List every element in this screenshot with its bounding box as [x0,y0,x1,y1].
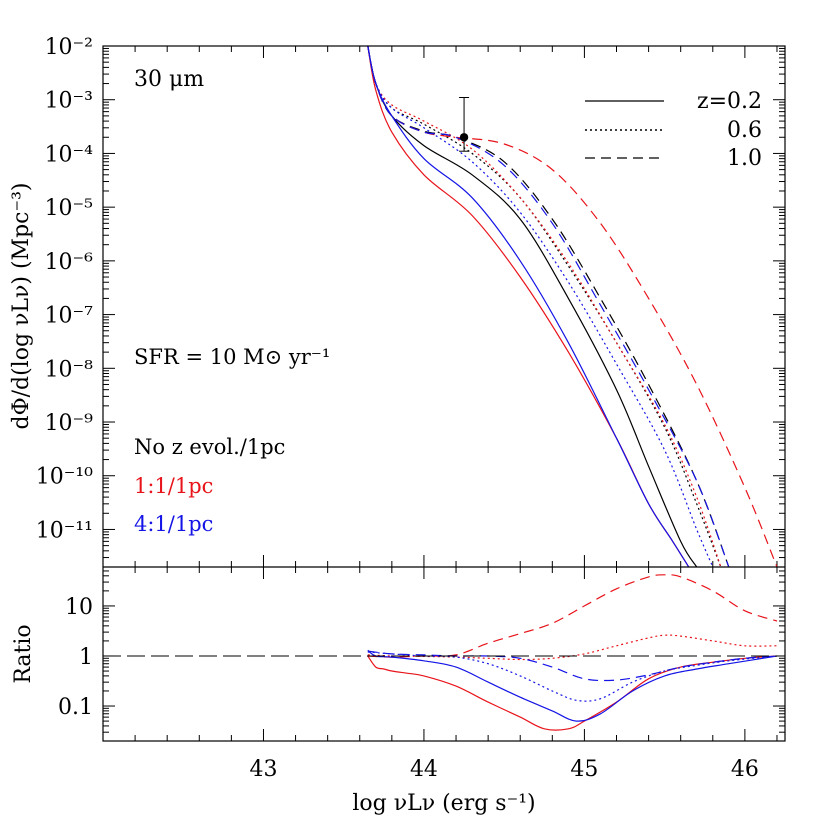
lf-curve-red-z10 [367,46,778,567]
lf-curve-black-z06 [367,46,722,567]
top-y-tick-label: 10⁻¹¹ [36,518,93,543]
legend: z=0.2 0.6 1.0 [585,89,762,171]
ratio-curve-blue-z06 [367,651,778,702]
sfr-annotation: SFR = 10 M⊙ yr⁻¹ [134,345,330,369]
legend-label-z02: z=0.2 [697,89,762,114]
x-tick-label: 44 [410,757,438,782]
x-axis-label: log νLν (erg s⁻¹) [352,791,535,816]
top-y-tick-label: 10⁻⁶ [45,250,94,275]
lf-curve-red-z06 [367,46,722,567]
data-point-error-bar [459,96,470,152]
top-y-tick-label: 10⁻⁷ [45,304,94,329]
bottom-panel-ticks [102,566,785,742]
top-y-tick-label: 10⁻² [45,35,93,60]
plot-frame [102,45,786,742]
top-panel-curves [367,46,778,567]
data-point-marker [459,133,469,142]
band-annotation: 30 μm [134,67,204,92]
model-label-black: No z evol./1pc [134,435,285,459]
top-y-tick-labels: 10⁻² 10⁻³ 10⁻⁴ 10⁻⁵ 10⁻⁶ 10⁻⁷ 10⁻⁸ 10⁻⁹ 10⁻¹⁰ 10⁻… [36,35,93,543]
model-label-red: 1:1/1pc [134,474,213,498]
top-y-tick-label: 10⁻⁴ [45,142,94,167]
lf-curve-black-z02 [367,46,698,567]
lf-curve-blue-z10 [367,46,730,567]
top-y-axis-label: dΦ/d(log νLν) (Mpc⁻³) [9,182,34,429]
lf-curve-blue-z02 [367,46,690,567]
ratio-curve-blue-z02 [367,649,778,722]
top-panel-ticks [102,45,785,568]
bottom-panel-curves [367,574,778,731]
bottom-y-tick-label: 10 [65,595,93,620]
model-label-blue: 4:1/1pc [134,512,213,536]
x-tick-label: 43 [249,757,277,782]
bottom-y-tick-labels: 10 1 0.1 [58,595,93,720]
top-y-tick-label: 10⁻³ [45,89,93,114]
x-tick-label: 46 [731,757,759,782]
bottom-y-axis-label: Ratio [11,624,36,683]
ratio-curve-red-z02 [367,655,778,731]
legend-label-z10: 1.0 [727,146,762,171]
legend-label-z06: 0.6 [727,118,762,143]
top-y-tick-label: 10⁻¹⁰ [36,465,93,490]
ratio-curve-red-z10 [367,574,778,658]
bottom-y-tick-label: 0.1 [58,695,93,720]
bottom-y-tick-label: 1 [79,645,93,670]
x-tick-labels: 43 44 45 46 [249,757,758,782]
top-y-tick-label: 10⁻⁵ [45,196,93,221]
top-y-tick-label: 10⁻⁹ [45,411,94,436]
top-y-tick-label: 10⁻⁸ [45,357,94,382]
x-tick-label: 45 [570,757,598,782]
